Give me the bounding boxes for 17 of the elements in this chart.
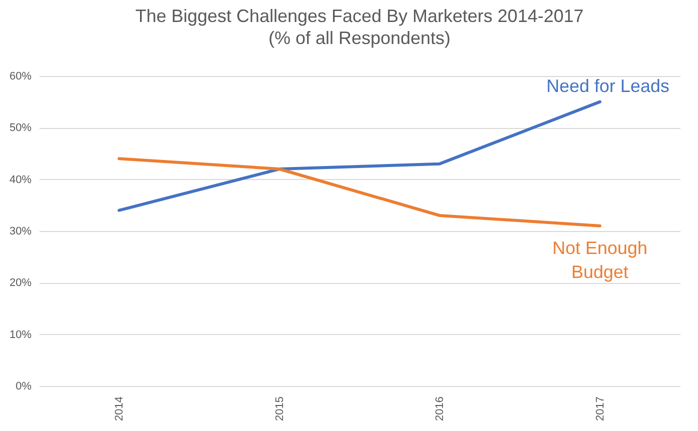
chart-title: The Biggest Challenges Faced By Marketers 2014-2017 (135, 6, 584, 26)
x-tick-label: 2014 (114, 396, 126, 421)
y-tick-label: 50% (9, 122, 32, 134)
y-tick-label: 30% (9, 226, 32, 238)
chart-subtitle: (% of all Respondents) (268, 28, 451, 48)
series-label: Need for Leads (546, 76, 670, 96)
y-tick-label: 0% (16, 380, 32, 392)
series-label: Not Enough Budget (552, 238, 648, 282)
y-tick-label: 20% (9, 277, 32, 290)
line-series (118, 100, 602, 212)
y-tick-label: 60% (9, 70, 32, 82)
x-tick-label: 2017 (594, 396, 606, 421)
y-tick-label: 10% (9, 328, 32, 341)
x-tick-label: 2016 (434, 396, 446, 421)
x-tick-label: 2015 (274, 396, 286, 421)
line-series (118, 157, 602, 228)
y-tick-label: 40% (9, 174, 32, 186)
